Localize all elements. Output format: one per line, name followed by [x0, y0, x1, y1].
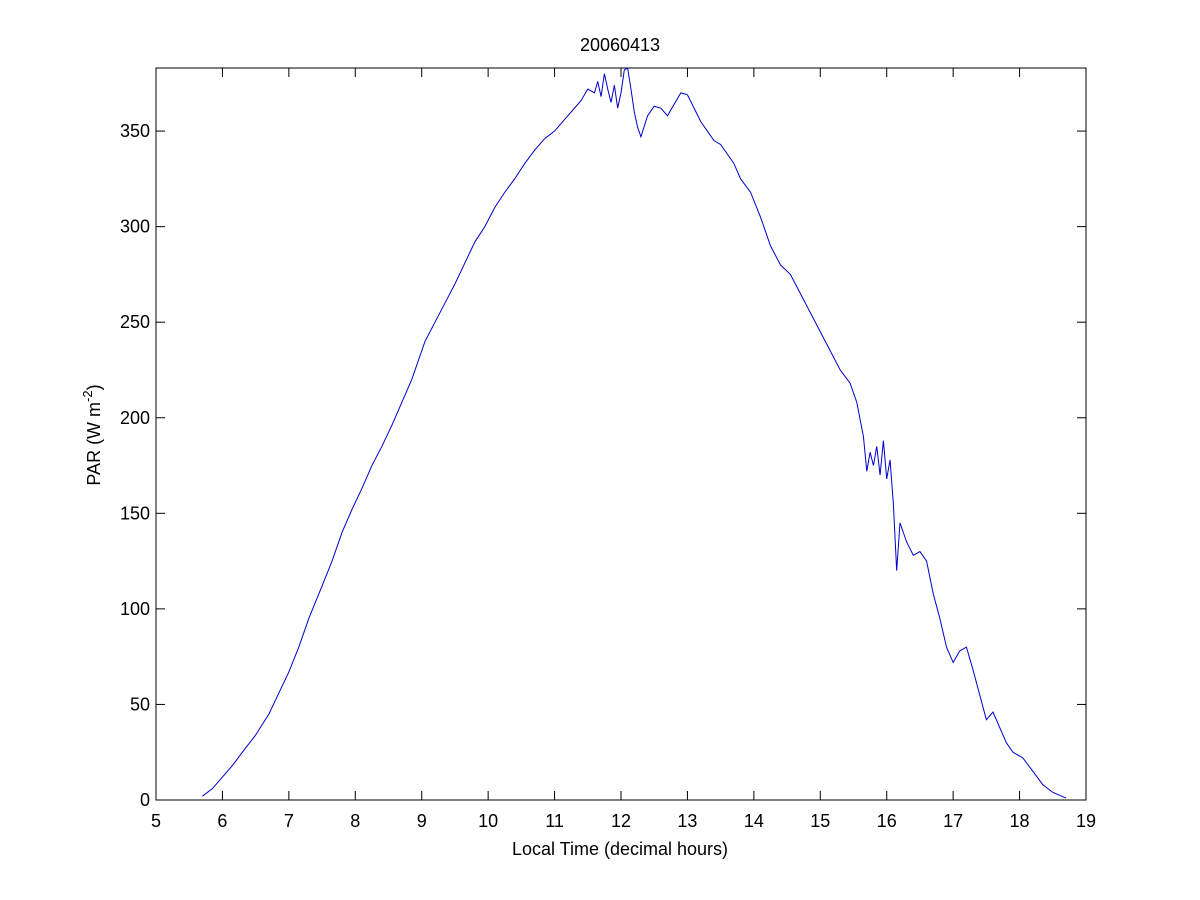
x-tick-label: 7 [284, 811, 294, 831]
y-tick-label: 0 [140, 790, 150, 810]
x-tick-label: 16 [877, 811, 897, 831]
plot-area: 5 6 7 8 9 10 11 12 13 14 15 16 17 18 19 0 50 100 150 200 250… [120, 67, 1096, 831]
chart-title: 20060413 [580, 35, 660, 55]
axis-tick-labels: 5 6 7 8 9 10 11 12 13 14 15 16 17 18 19 0 50 100 150 200 250… [120, 121, 1096, 831]
axis-ticks [155, 68, 1087, 801]
series-line [202, 67, 1067, 799]
x-tick-label: 5 [151, 811, 161, 831]
x-tick-label: 18 [1010, 811, 1030, 831]
y-tick-label: 200 [120, 408, 150, 428]
x-tick-label: 9 [417, 811, 427, 831]
x-tick-label: 14 [744, 811, 764, 831]
x-tick-label: 10 [478, 811, 498, 831]
x-tick-label: 17 [943, 811, 963, 831]
y-tick-label: 100 [120, 599, 150, 619]
y-tick-label: 350 [120, 121, 150, 141]
x-tick-label: 12 [611, 811, 631, 831]
y-axis-title-main: PAR (W m [84, 402, 104, 486]
y-axis-title: PAR (W m-2) [80, 384, 104, 485]
x-tick-label: 11 [545, 811, 564, 831]
axes-box [155, 67, 1087, 801]
y-tick-label: 50 [130, 694, 150, 714]
y-tick-label: 250 [120, 312, 150, 332]
y-axis-title-close: ) [84, 384, 104, 390]
x-tick-label: 6 [217, 811, 227, 831]
x-tick-label: 15 [810, 811, 830, 831]
x-axis-title: Local Time (decimal hours) [512, 839, 728, 859]
x-tick-label: 19 [1076, 811, 1096, 831]
y-tick-label: 150 [120, 503, 150, 523]
x-tick-label: 13 [677, 811, 697, 831]
y-tick-label: 300 [120, 217, 150, 237]
x-tick-label: 8 [350, 811, 360, 831]
y-axis-title-superscript: -2 [80, 390, 95, 402]
